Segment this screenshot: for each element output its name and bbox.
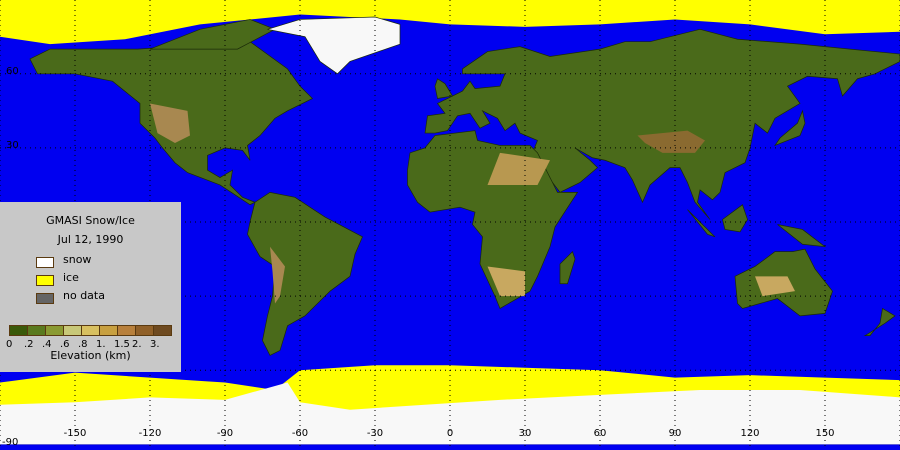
- colorbar-label: 3.: [150, 339, 160, 350]
- greenland: [267, 16, 401, 75]
- colorbar-label: .6: [60, 339, 70, 350]
- antarctica-snow: [0, 382, 900, 445]
- colorbar-bin: [82, 326, 100, 335]
- andes: [270, 246, 285, 304]
- lon-tick-label: -120: [138, 428, 162, 439]
- legend-title: GMASI Snow/Ice: [46, 214, 135, 227]
- lat-label-60: 60: [6, 66, 19, 77]
- colorbar-bin: [46, 326, 64, 335]
- no-data-label: no data: [63, 289, 105, 302]
- colorbar-bin: [154, 326, 171, 335]
- colorbar-bin: [10, 326, 28, 335]
- borneo: [722, 204, 748, 233]
- lat-label-minus90: -90: [2, 437, 19, 448]
- lon-tick-label: 30: [518, 428, 532, 439]
- japan: [774, 109, 806, 147]
- colorbar-title: Elevation (km): [50, 349, 131, 362]
- colorbar-label: 2.: [132, 339, 142, 350]
- rocky-mountains: [150, 103, 190, 143]
- lat-label-30: 30: [6, 140, 19, 151]
- southern-africa-plateau: [487, 266, 525, 297]
- lon-tick-label: -30: [366, 428, 384, 439]
- colorbar-bin: [100, 326, 118, 335]
- legend-date: Jul 12, 1990: [57, 233, 124, 246]
- colorbar-label: 0: [6, 339, 13, 350]
- colorbar-label: .8: [78, 339, 88, 350]
- no-data-swatch: [36, 293, 54, 304]
- australian-interior: [755, 276, 795, 297]
- snow-swatch: [36, 257, 54, 268]
- colorbar-label: 1.5: [114, 339, 130, 350]
- lon-tick-label: 90: [668, 428, 682, 439]
- sahara-east: [487, 152, 550, 185]
- tibetan-plateau: [637, 130, 705, 153]
- eurasia: [424, 28, 900, 220]
- colorbar-label: .4: [42, 339, 52, 350]
- lon-tick-label: -90: [216, 428, 234, 439]
- colorbar-bin: [118, 326, 136, 335]
- lon-tick-label: 0: [446, 428, 454, 439]
- ice-swatch: [36, 275, 54, 286]
- madagascar: [559, 250, 576, 285]
- lon-tick-label: 60: [593, 428, 607, 439]
- elevation-colorbar: [9, 325, 172, 336]
- legend-panel: GMASI Snow/Ice Jul 12, 1990 snow ice no …: [0, 202, 181, 372]
- new-guinea: [777, 224, 827, 248]
- great-britain: [434, 78, 454, 99]
- new-zealand: [863, 307, 896, 336]
- lon-tick-label: 150: [815, 428, 835, 439]
- colorbar-bin: [136, 326, 154, 335]
- snow-label: snow: [63, 253, 92, 266]
- south-america: [247, 191, 363, 356]
- lon-tick-label: 120: [740, 428, 760, 439]
- lon-tick-label: -150: [63, 428, 87, 439]
- colorbar-bin: [64, 326, 82, 335]
- ice-label: ice: [63, 271, 79, 284]
- colorbar-label: .2: [24, 339, 34, 350]
- colorbar-bin: [28, 326, 46, 335]
- lon-tick-label: -60: [291, 428, 309, 439]
- arctic-sea-ice: [0, 0, 900, 45]
- colorbar-label: 1.: [96, 339, 106, 350]
- sumatra: [687, 209, 716, 238]
